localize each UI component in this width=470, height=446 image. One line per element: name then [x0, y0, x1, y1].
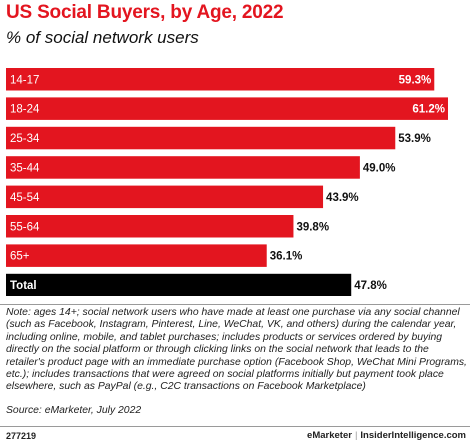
bar-25-34 — [6, 126, 396, 150]
brand-separator: | — [354, 430, 358, 441]
bar-total — [6, 273, 352, 296]
footer-divider — [0, 304, 470, 305]
value-label: 39.8% — [296, 221, 329, 233]
brand-footer: eMarketer | InsiderIntelligence.com — [307, 430, 466, 441]
value-label: 53.9% — [398, 133, 431, 145]
chart-id: 277219 — [6, 431, 37, 441]
brand-emarketer: eMarketer — [307, 430, 352, 441]
category-label: 18-24 — [10, 104, 40, 116]
bottom-divider — [0, 426, 470, 427]
value-label: 47.8% — [354, 280, 387, 292]
category-label: 35-44 — [10, 162, 40, 174]
category-label: 55-64 — [10, 221, 40, 233]
chart-title: US Social Buyers, by Age, 2022 — [6, 2, 284, 23]
value-label: 59.3% — [399, 74, 432, 86]
value-label: 43.9% — [326, 192, 359, 204]
value-label: 49.0% — [363, 162, 396, 174]
value-label: 61.2% — [412, 104, 445, 116]
chart-subtitle: % of social network users — [6, 28, 199, 47]
bar-35-44 — [6, 156, 360, 179]
bar-14-17 — [6, 68, 435, 91]
chart-note: Note: ages 14+; social network users who… — [6, 307, 467, 393]
category-label: 65+ — [10, 251, 30, 263]
brand-insider-intelligence: InsiderIntelligence.com — [360, 430, 466, 441]
category-label: 45-54 — [10, 192, 40, 204]
value-label: 36.1% — [270, 251, 303, 263]
category-label: 25-34 — [10, 133, 40, 145]
category-label: 14-17 — [10, 74, 39, 86]
chart-source: Source: eMarketer, July 2022 — [6, 405, 142, 416]
bar-55-64 — [6, 215, 294, 238]
bar-45-54 — [6, 185, 324, 209]
bar-65+ — [6, 244, 267, 267]
bar-18-24 — [6, 97, 448, 120]
category-label: Total — [10, 280, 37, 292]
bar-chart: 14-17 59.3% 18-24 61.2% 25-34 53.9% 35-44 49.0%… — [6, 68, 448, 296]
